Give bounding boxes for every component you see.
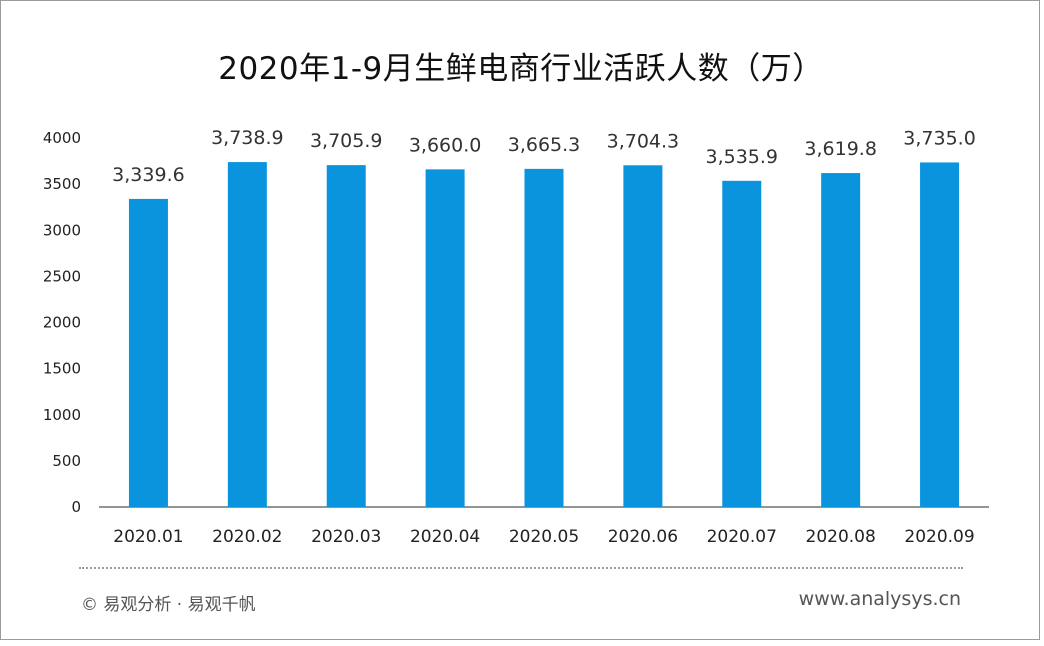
x-tick-label: 2020.01 bbox=[113, 527, 183, 547]
x-tick-label: 2020.03 bbox=[311, 527, 381, 547]
bar bbox=[821, 173, 861, 507]
y-tick-label: 2000 bbox=[43, 314, 81, 332]
bar-value-label: 3,705.9 bbox=[310, 130, 383, 152]
x-tick-label: 2020.09 bbox=[904, 527, 974, 547]
y-tick-label: 500 bbox=[52, 452, 81, 470]
y-tick-label: 4000 bbox=[43, 129, 81, 147]
x-tick-label: 2020.04 bbox=[410, 527, 480, 547]
bar-value-label: 3,704.3 bbox=[607, 130, 680, 152]
bar-value-label: 3,660.0 bbox=[409, 134, 482, 156]
y-tick-label: 0 bbox=[71, 498, 81, 516]
bar-chart: 0 500 1000 1500 2000 2500 3000 3500 4000 3,339.6… bbox=[43, 127, 989, 547]
bar-value-label: 3,619.8 bbox=[804, 138, 877, 160]
bar bbox=[128, 198, 168, 507]
y-tick-label: 2500 bbox=[43, 267, 81, 285]
bar bbox=[227, 162, 267, 507]
website-link[interactable]: www.analysys.cn bbox=[798, 588, 961, 610]
bar bbox=[920, 162, 960, 508]
y-tick-label: 3000 bbox=[43, 221, 81, 239]
bar-value-label: 3,735.0 bbox=[903, 127, 976, 149]
data-labels: 3,339.6 3,738.9 3,705.9 3,660.0 3,665.3 3,704… bbox=[112, 127, 976, 186]
x-tick-label: 2020.07 bbox=[707, 527, 777, 547]
x-tick-label: 2020.02 bbox=[212, 527, 282, 547]
footer-divider bbox=[79, 567, 963, 569]
x-tick-label: 2020.08 bbox=[806, 527, 876, 547]
bar bbox=[425, 169, 465, 508]
bar bbox=[623, 165, 663, 507]
bar bbox=[326, 165, 366, 507]
bars bbox=[128, 162, 960, 508]
chart-title: 2020年1-9月生鲜电商行业活跃人数（万） bbox=[218, 51, 824, 87]
x-axis-tick-labels: 2020.01 2020.02 2020.03 2020.04 2020.05 2020.… bbox=[113, 527, 974, 547]
bar-value-label: 3,738.9 bbox=[211, 127, 284, 149]
bar bbox=[524, 168, 564, 507]
bar-value-label: 3,665.3 bbox=[508, 134, 581, 156]
bar-value-label: 3,535.9 bbox=[706, 146, 779, 168]
y-axis-tick-labels: 0 500 1000 1500 2000 2500 3000 3500 4000 bbox=[43, 129, 81, 516]
x-tick-label: 2020.06 bbox=[608, 527, 678, 547]
bar-value-label: 3,339.6 bbox=[112, 164, 185, 186]
y-tick-label: 3500 bbox=[43, 175, 81, 193]
bar bbox=[722, 180, 762, 507]
source-credit: © 易观分析 · 易观千帆 bbox=[81, 595, 256, 615]
y-tick-label: 1000 bbox=[43, 406, 81, 424]
y-tick-label: 1500 bbox=[43, 360, 81, 378]
x-tick-label: 2020.05 bbox=[509, 527, 579, 547]
